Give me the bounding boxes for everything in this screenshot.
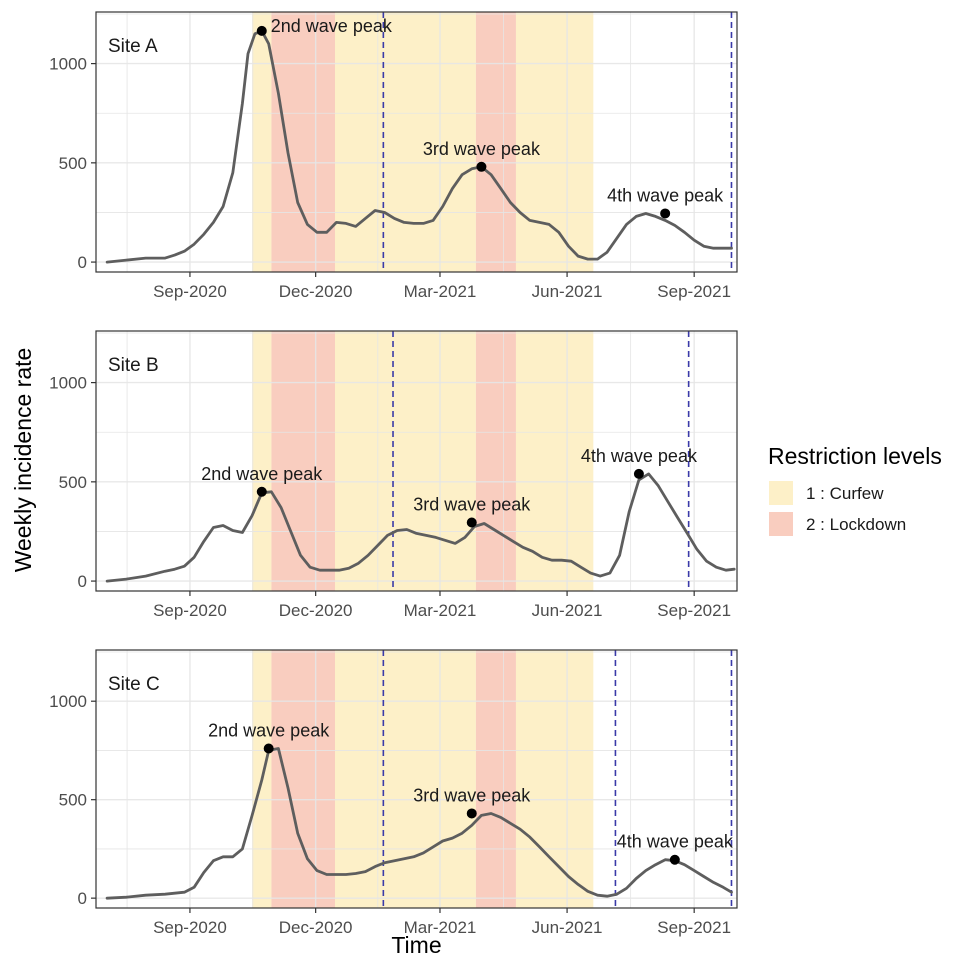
x-tick-label: Mar-2021 (404, 601, 477, 620)
x-tick-label: Sep-2021 (657, 282, 731, 301)
curfew-band (515, 331, 594, 591)
x-tick-label: Jun-2021 (532, 601, 603, 620)
peak-label: 4th wave peak (607, 185, 724, 205)
peak-label: 4th wave peak (617, 832, 734, 852)
y-tick-label: 500 (59, 154, 87, 173)
y-tick-label: 0 (78, 889, 87, 908)
legend-label: 1 : Curfew (806, 484, 884, 503)
x-tick-label: Sep-2021 (657, 601, 731, 620)
peak-point (256, 486, 267, 497)
y-tick-label: 1000 (49, 374, 87, 393)
peak-point (256, 25, 267, 36)
x-tick-label: Dec-2020 (279, 918, 353, 937)
x-tick-label: Jun-2021 (532, 282, 603, 301)
x-tick-label: Sep-2020 (153, 282, 227, 301)
curfew-band (252, 331, 272, 591)
peak-point (660, 208, 671, 219)
peak-label: 3rd wave peak (413, 785, 531, 805)
gridlines (96, 12, 737, 272)
peak-point (633, 468, 644, 479)
peak-label: 4th wave peak (581, 446, 698, 466)
panel-title: Site B (108, 355, 159, 376)
incidence-series-line (105, 747, 733, 900)
curfew-band (515, 650, 594, 908)
panel-0: 2nd wave peak 3rd wave peak 4th wave peak S… (49, 11, 738, 301)
x-tick-label: Mar-2021 (404, 918, 477, 937)
peak-point (466, 808, 477, 819)
gridlines (96, 331, 737, 591)
y-tick-label: 500 (59, 791, 87, 810)
curfew-band (334, 331, 476, 591)
panel-title: Site A (108, 36, 158, 57)
lockdown-band (271, 650, 335, 908)
panel-border (95, 11, 738, 273)
x-tick-label: Mar-2021 (404, 282, 477, 301)
x-tick-label: Sep-2020 (153, 601, 227, 620)
lockdown-band (475, 12, 516, 272)
panel-title: Site C (108, 674, 160, 695)
peak-label: 2nd wave peak (201, 464, 323, 484)
panel-1: 2nd wave peak 3rd wave peak 4th wave peak S… (49, 330, 738, 620)
x-axis-title: Time (391, 932, 441, 958)
legend-swatch (769, 481, 793, 505)
x-tick-label: Sep-2021 (657, 918, 731, 937)
panel-border (95, 649, 738, 909)
peak-label: 3rd wave peak (413, 495, 531, 515)
curfew-band (252, 12, 272, 272)
incidence-series-line (105, 29, 733, 264)
legend-title: Restriction levels (768, 443, 942, 469)
y-tick-label: 500 (59, 473, 87, 492)
lockdown-band (271, 12, 335, 272)
peak-point (476, 161, 487, 172)
peak-label: 2nd wave peak (208, 720, 330, 740)
curfew-band (334, 650, 476, 908)
x-tick-label: Jun-2021 (532, 918, 603, 937)
x-tick-label: Dec-2020 (279, 282, 353, 301)
peak-label: 3rd wave peak (423, 139, 541, 159)
y-tick-label: 0 (78, 253, 87, 272)
legend-swatch (769, 512, 793, 536)
peak-label: 2nd wave peak (271, 16, 393, 36)
legend-label: 2 : Lockdown (806, 515, 906, 534)
lockdown-band (475, 331, 516, 591)
gridlines (96, 650, 737, 908)
panel-2: 2nd wave peak 3rd wave peak 4th wave peak S… (49, 649, 738, 937)
peak-point (466, 517, 477, 528)
y-axis-title: Weekly incidence rate (10, 348, 36, 573)
y-tick-label: 1000 (49, 692, 87, 711)
lockdown-band (271, 331, 335, 591)
peak-point (669, 854, 680, 865)
panel-border (95, 330, 738, 592)
legend: Restriction levels 1 : Curfew 2 : Lockdown (768, 443, 942, 536)
y-tick-label: 0 (78, 572, 87, 591)
x-tick-label: Dec-2020 (279, 601, 353, 620)
peak-point (263, 743, 274, 754)
lockdown-band (475, 650, 516, 908)
x-tick-label: Sep-2020 (153, 918, 227, 937)
y-tick-label: 1000 (49, 55, 87, 74)
incidence-series-line (105, 472, 736, 583)
curfew-band (334, 12, 476, 272)
